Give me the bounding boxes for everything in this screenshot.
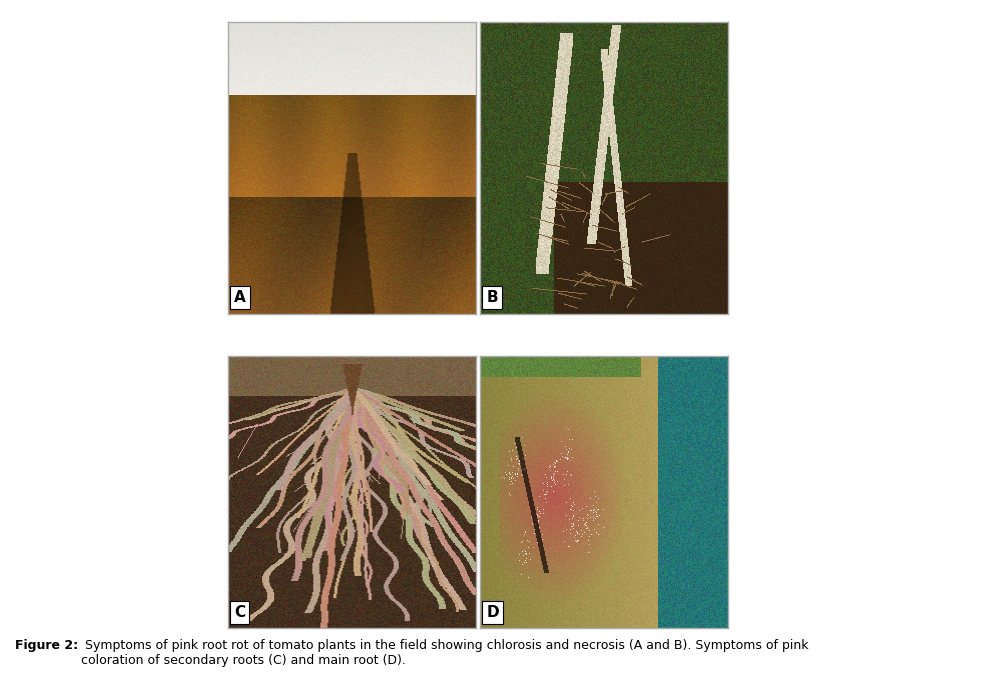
Text: C: C (234, 605, 246, 620)
Text: B: B (487, 290, 498, 305)
Text: Figure 2:: Figure 2: (15, 639, 78, 652)
Text: Symptoms of pink root rot of tomato plants in the field showing chlorosis and ne: Symptoms of pink root rot of tomato plan… (81, 639, 808, 667)
Text: D: D (487, 605, 499, 620)
Text: A: A (234, 290, 246, 305)
